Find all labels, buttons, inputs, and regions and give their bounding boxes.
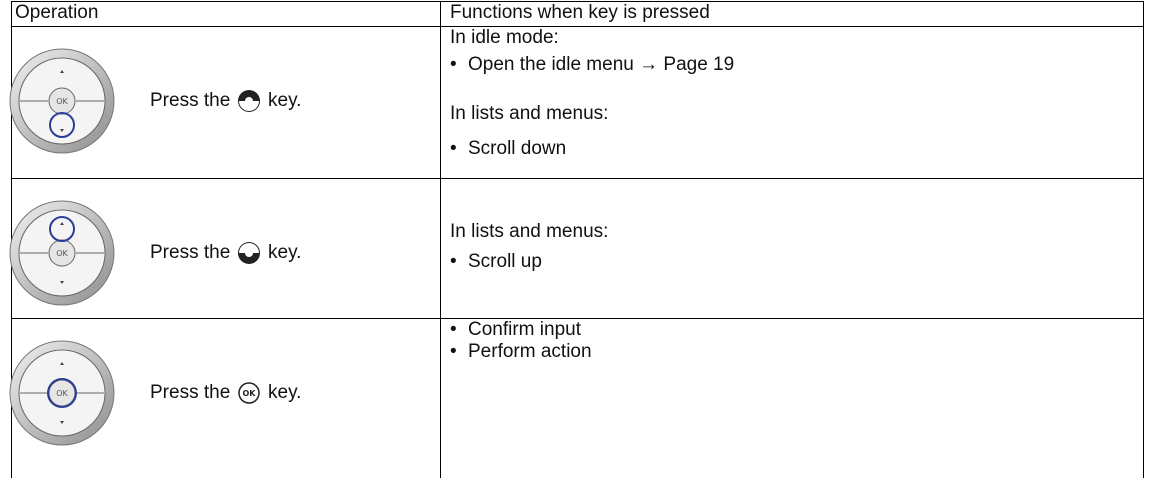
operation-text: key.	[268, 382, 302, 403]
operation-text: key.	[268, 242, 302, 263]
function-heading: In idle mode:	[450, 27, 559, 48]
function-heading: In lists and menus:	[450, 221, 609, 242]
functions-cell	[440, 178, 1144, 318]
key-icon	[238, 242, 260, 264]
operation-text: Press the	[150, 382, 231, 403]
function-bullet: Perform action	[446, 341, 592, 363]
svg-text:OK: OK	[243, 389, 257, 398]
function-bullet: Scroll down	[446, 138, 566, 160]
function-bullet: Scroll up	[446, 251, 542, 273]
header-cell	[11, 1, 441, 27]
nav-key-image: OK	[9, 340, 115, 446]
operation-text: Press the	[150, 242, 231, 263]
operation-text: Press the	[150, 90, 231, 111]
header-text: Functions when key is pressed	[450, 2, 710, 23]
svg-text:OK: OK	[56, 249, 68, 258]
svg-text:OK: OK	[56, 97, 68, 106]
svg-text:OK: OK	[56, 389, 68, 398]
key-icon	[238, 90, 260, 112]
header-text: Operation	[15, 2, 99, 23]
functions-cell	[440, 318, 1144, 478]
nav-key-image: OK	[9, 200, 115, 306]
function-bullet: Open the idle menu → Page 19	[446, 54, 734, 76]
function-heading: In lists and menus:	[450, 103, 609, 124]
key-icon: OK	[238, 382, 260, 404]
operation-text: key.	[268, 90, 302, 111]
nav-key-image: OK	[9, 48, 115, 154]
header-cell	[440, 1, 1144, 27]
functions-cell	[440, 26, 1144, 178]
function-bullet: Confirm input	[446, 319, 581, 341]
